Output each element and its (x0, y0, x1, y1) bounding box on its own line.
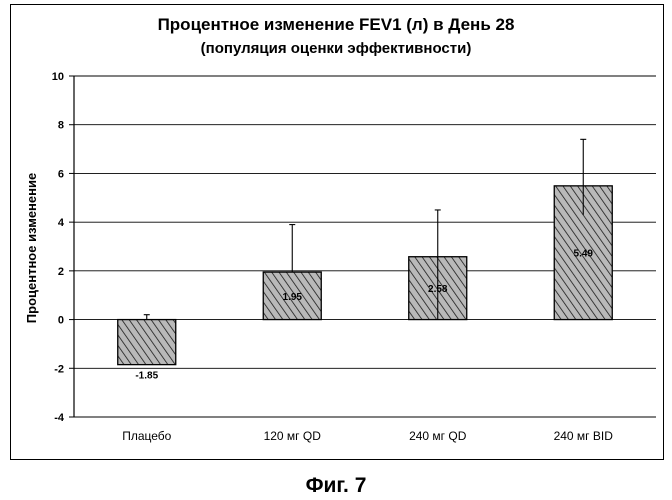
value-labels: -1.85 1.95 2.58 5.49 (135, 249, 593, 382)
x-axis-labels: Плацебо 120 мг QD 240 мг QD 240 мг BID (122, 429, 613, 443)
y-tick-label: 0 (58, 315, 64, 327)
y-tick-label: 10 (52, 71, 64, 83)
error-bars (143, 138, 587, 320)
chart-frame (10, 4, 664, 460)
chart-svg: Процентное изменение FEV1 (л) в День 28 … (24, 15, 656, 443)
value-label: -1.85 (135, 371, 158, 382)
bars (117, 185, 613, 366)
y-tick-label: 6 (58, 168, 64, 180)
y-axis-label: Процентное изменение (24, 173, 39, 323)
bar (117, 318, 177, 366)
y-tick-label: 4 (58, 217, 65, 229)
value-label: 2.58 (428, 284, 448, 295)
x-tick-label: 120 мг QD (264, 429, 322, 443)
bar (262, 271, 322, 321)
y-tick-label: -4 (54, 412, 65, 424)
value-label: 5.49 (574, 249, 594, 260)
chart-title: Процентное изменение FEV1 (л) в День 28 (158, 15, 515, 34)
figure-caption: Фиг. 7 (305, 474, 367, 497)
x-tick-label: 240 мг QD (409, 429, 467, 443)
x-tick-label: Плацебо (122, 429, 171, 443)
chart-subtitle: (популяция оценки эффективности) (201, 40, 472, 57)
y-tick-label: 8 (58, 120, 64, 132)
x-tick-label: 240 мг BID (554, 429, 614, 443)
value-label: 1.95 (283, 292, 303, 303)
y-axis-ticks: -4 -2 0 2 4 6 8 10 (52, 71, 74, 424)
y-tick-label: -2 (54, 363, 64, 375)
y-tick-label: 2 (58, 266, 64, 278)
